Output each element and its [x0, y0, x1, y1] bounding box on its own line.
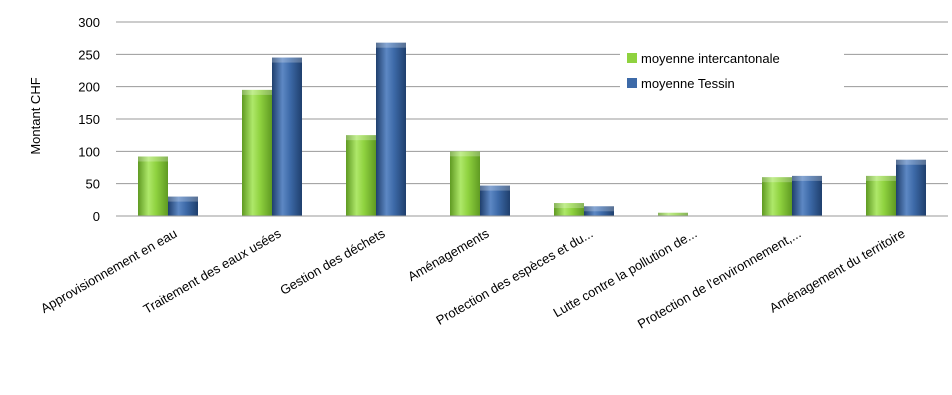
gridlines	[116, 21, 948, 185]
bar-highlight	[762, 177, 792, 183]
x-tick-label: Aménagements	[405, 225, 492, 284]
bar-highlight	[272, 57, 302, 63]
bar-intercantonale	[866, 175, 896, 216]
bar-highlight	[584, 206, 614, 212]
bar-highlight	[242, 89, 272, 95]
y-axis-label: Montant CHF	[28, 77, 43, 154]
legend-label-tessin: moyenne Tessin	[641, 76, 735, 91]
legend-background	[620, 48, 844, 98]
legend-swatch-tessin	[627, 78, 637, 88]
legend-label-intercantonale: moyenne intercantonale	[641, 51, 780, 66]
bar-tessin	[792, 175, 822, 216]
bar-tessin	[168, 196, 198, 216]
bar-intercantonale	[346, 135, 376, 216]
x-tick-label: Gestion des déchets	[277, 225, 388, 297]
bar-highlight	[346, 135, 376, 141]
bar-highlight	[896, 159, 926, 165]
bar-intercantonale	[450, 151, 480, 216]
bars	[138, 42, 926, 217]
bar-highlight	[658, 212, 688, 216]
bar-intercantonale	[138, 156, 168, 216]
bar-highlight	[138, 156, 168, 162]
y-tick-label: 200	[78, 80, 100, 95]
bar-intercantonale	[554, 203, 584, 216]
y-tick-label: 250	[78, 47, 100, 62]
bar-highlight	[168, 196, 198, 202]
y-tick-label: 150	[78, 112, 100, 127]
bar-intercantonale	[658, 212, 688, 216]
bar-tessin	[376, 42, 406, 217]
x-tick-label: Protection de l'environnement,...	[635, 226, 804, 332]
bar-intercantonale	[242, 89, 272, 216]
bar-highlight	[376, 42, 406, 48]
legend-swatch-intercantonale	[627, 53, 637, 63]
bar-tessin	[480, 185, 510, 216]
bar-highlight	[866, 175, 896, 181]
y-axis-ticks: 0 50 100 150 200 250 300	[78, 15, 100, 224]
bar-tessin	[896, 159, 926, 216]
bar-highlight	[480, 185, 510, 191]
bar-tessin	[272, 57, 302, 216]
bar-tessin	[584, 206, 614, 216]
y-tick-label: 0	[93, 209, 100, 224]
bar-highlight	[450, 151, 480, 157]
bar-highlight	[792, 175, 822, 181]
y-tick-label: 300	[78, 15, 100, 30]
bar-highlight	[554, 203, 584, 209]
y-tick-label: 100	[78, 144, 100, 159]
bar-intercantonale	[762, 177, 792, 216]
legend: moyenne intercantonale moyenne Tessin	[620, 48, 844, 98]
y-tick-label: 50	[86, 177, 100, 192]
